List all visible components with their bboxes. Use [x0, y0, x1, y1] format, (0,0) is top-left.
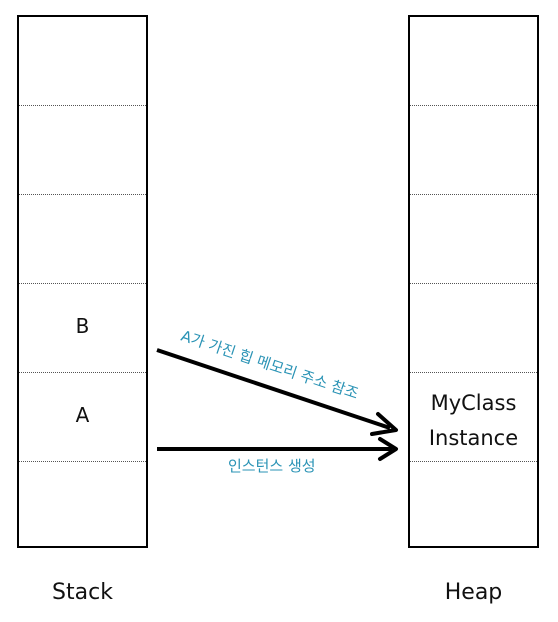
- b-reference-line: [156, 348, 391, 430]
- a-create-arrow: [157, 437, 398, 461]
- stack-var-a: A: [75, 403, 90, 427]
- heap-instance-name: MyClass: [430, 391, 517, 415]
- stack-label: Stack: [52, 580, 113, 605]
- heap-label: Heap: [444, 580, 503, 605]
- stack-slot-3: [19, 195, 146, 284]
- heap-slot-4: [410, 284, 537, 373]
- stack-slot-a: A: [19, 373, 146, 462]
- heap-instance-type: Instance: [428, 426, 519, 450]
- stack-var-b: B: [75, 314, 90, 338]
- heap-column: MyClass Instance: [408, 15, 539, 548]
- a-create-arrowhead: [378, 437, 398, 461]
- a-create-label: 인스턴스 생성: [228, 457, 316, 475]
- b-reference-arrow: [156, 348, 398, 436]
- heap-slot-instance: MyClass Instance: [410, 373, 537, 462]
- stack-slot-b: B: [19, 284, 146, 373]
- heap-slot-3: [410, 195, 537, 284]
- b-reference-arrowhead: [370, 412, 398, 436]
- stack-slot-2: [19, 106, 146, 195]
- stack-slot-1: [19, 17, 146, 106]
- heap-slot-2: [410, 106, 537, 195]
- stack-column: B A: [17, 15, 148, 548]
- heap-slot-1: [410, 17, 537, 106]
